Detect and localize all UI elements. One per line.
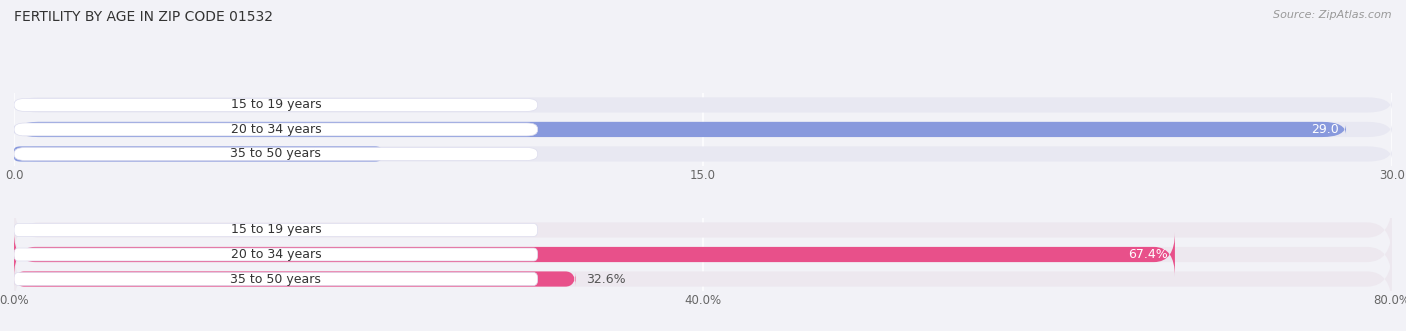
FancyBboxPatch shape (14, 146, 1392, 162)
Text: 29.0: 29.0 (1312, 123, 1339, 136)
Text: 67.4%: 67.4% (1128, 248, 1168, 261)
FancyBboxPatch shape (14, 251, 1392, 307)
Text: 32.6%: 32.6% (586, 272, 626, 286)
Text: 35 to 50 years: 35 to 50 years (231, 272, 322, 286)
Text: 20 to 34 years: 20 to 34 years (231, 123, 321, 136)
Text: 15 to 19 years: 15 to 19 years (231, 223, 321, 236)
FancyBboxPatch shape (14, 148, 537, 161)
FancyBboxPatch shape (14, 227, 1392, 282)
Text: Source: ZipAtlas.com: Source: ZipAtlas.com (1274, 10, 1392, 20)
FancyBboxPatch shape (14, 202, 1392, 258)
FancyBboxPatch shape (14, 99, 537, 112)
Text: 0.0: 0.0 (25, 98, 45, 112)
Text: FERTILITY BY AGE IN ZIP CODE 01532: FERTILITY BY AGE IN ZIP CODE 01532 (14, 10, 273, 24)
Text: 8.0: 8.0 (392, 148, 412, 161)
FancyBboxPatch shape (14, 271, 575, 287)
FancyBboxPatch shape (14, 122, 1346, 137)
Text: 0.0%: 0.0% (25, 223, 58, 236)
FancyBboxPatch shape (14, 123, 537, 136)
Text: 15 to 19 years: 15 to 19 years (231, 98, 321, 112)
Text: 20 to 34 years: 20 to 34 years (231, 248, 321, 261)
FancyBboxPatch shape (14, 248, 537, 261)
FancyBboxPatch shape (14, 97, 1392, 113)
FancyBboxPatch shape (14, 122, 1392, 137)
FancyBboxPatch shape (14, 272, 537, 285)
FancyBboxPatch shape (14, 223, 537, 236)
FancyBboxPatch shape (14, 146, 381, 162)
Text: 35 to 50 years: 35 to 50 years (231, 148, 322, 161)
FancyBboxPatch shape (14, 232, 1175, 277)
